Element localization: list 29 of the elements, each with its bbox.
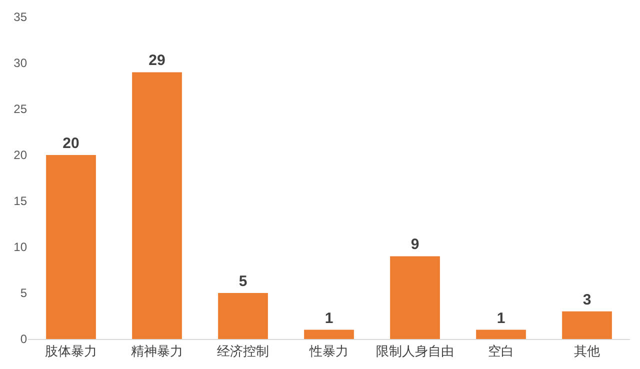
x-tick-label: 经济控制 [217, 344, 269, 359]
data-label: 29 [148, 52, 166, 70]
x-tick-label: 性暴力 [308, 344, 348, 359]
data-label: 5 [238, 273, 248, 290]
bar [562, 311, 612, 339]
bar [218, 293, 268, 339]
x-tick-label: 肢体暴力 [45, 344, 97, 359]
bar [46, 155, 96, 339]
y-tick-label: 35 [14, 10, 28, 24]
y-tick-label: 30 [14, 56, 28, 70]
bar [476, 330, 526, 339]
y-tick-label: 25 [14, 102, 28, 116]
x-tick-label: 精神暴力 [131, 344, 183, 359]
x-tick-label: 其他 [574, 344, 600, 359]
y-tick-label: 5 [20, 286, 28, 300]
data-label: 3 [582, 291, 592, 308]
y-tick-label: 20 [14, 148, 28, 162]
bar [304, 330, 354, 339]
data-label: 20 [62, 135, 80, 152]
x-tick-label: 空白 [488, 344, 514, 359]
data-label: 9 [410, 236, 420, 254]
x-tick-label: 限制人身自由 [376, 344, 454, 359]
data-label: 1 [324, 310, 334, 327]
y-tick-label: 0 [20, 332, 28, 346]
bar [390, 256, 440, 339]
y-tick-label: 10 [14, 240, 28, 254]
y-tick-label: 15 [14, 194, 28, 208]
data-label: 1 [496, 310, 506, 327]
bar [132, 72, 182, 339]
